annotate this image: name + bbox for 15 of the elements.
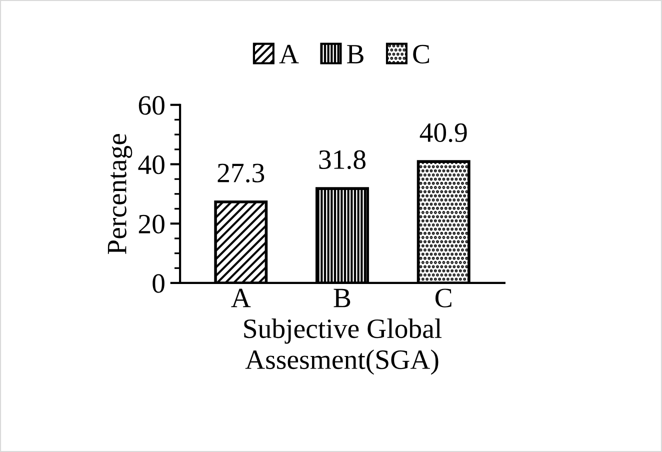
y-tick-label: 0	[152, 274, 164, 293]
x-axis-title: Subjective Global Assesment(SGA)	[244, 318, 442, 375]
legend-label: A	[279, 44, 299, 64]
legend-label: B	[347, 45, 364, 64]
x-tick-label: C	[436, 288, 452, 308]
y-tick-label: 40	[138, 155, 164, 174]
legend-label: C	[413, 44, 430, 64]
x-tick-label: A	[231, 288, 251, 308]
y-tick-label: 20	[138, 214, 164, 234]
data-label: 31.8	[319, 150, 366, 170]
data-label: 27.3	[218, 164, 264, 183]
data-label: 40.9	[420, 123, 467, 142]
y-tick-label: 60	[138, 96, 164, 115]
x-tick-label: B	[334, 288, 350, 308]
y-axis-title: Percentage	[108, 134, 132, 254]
